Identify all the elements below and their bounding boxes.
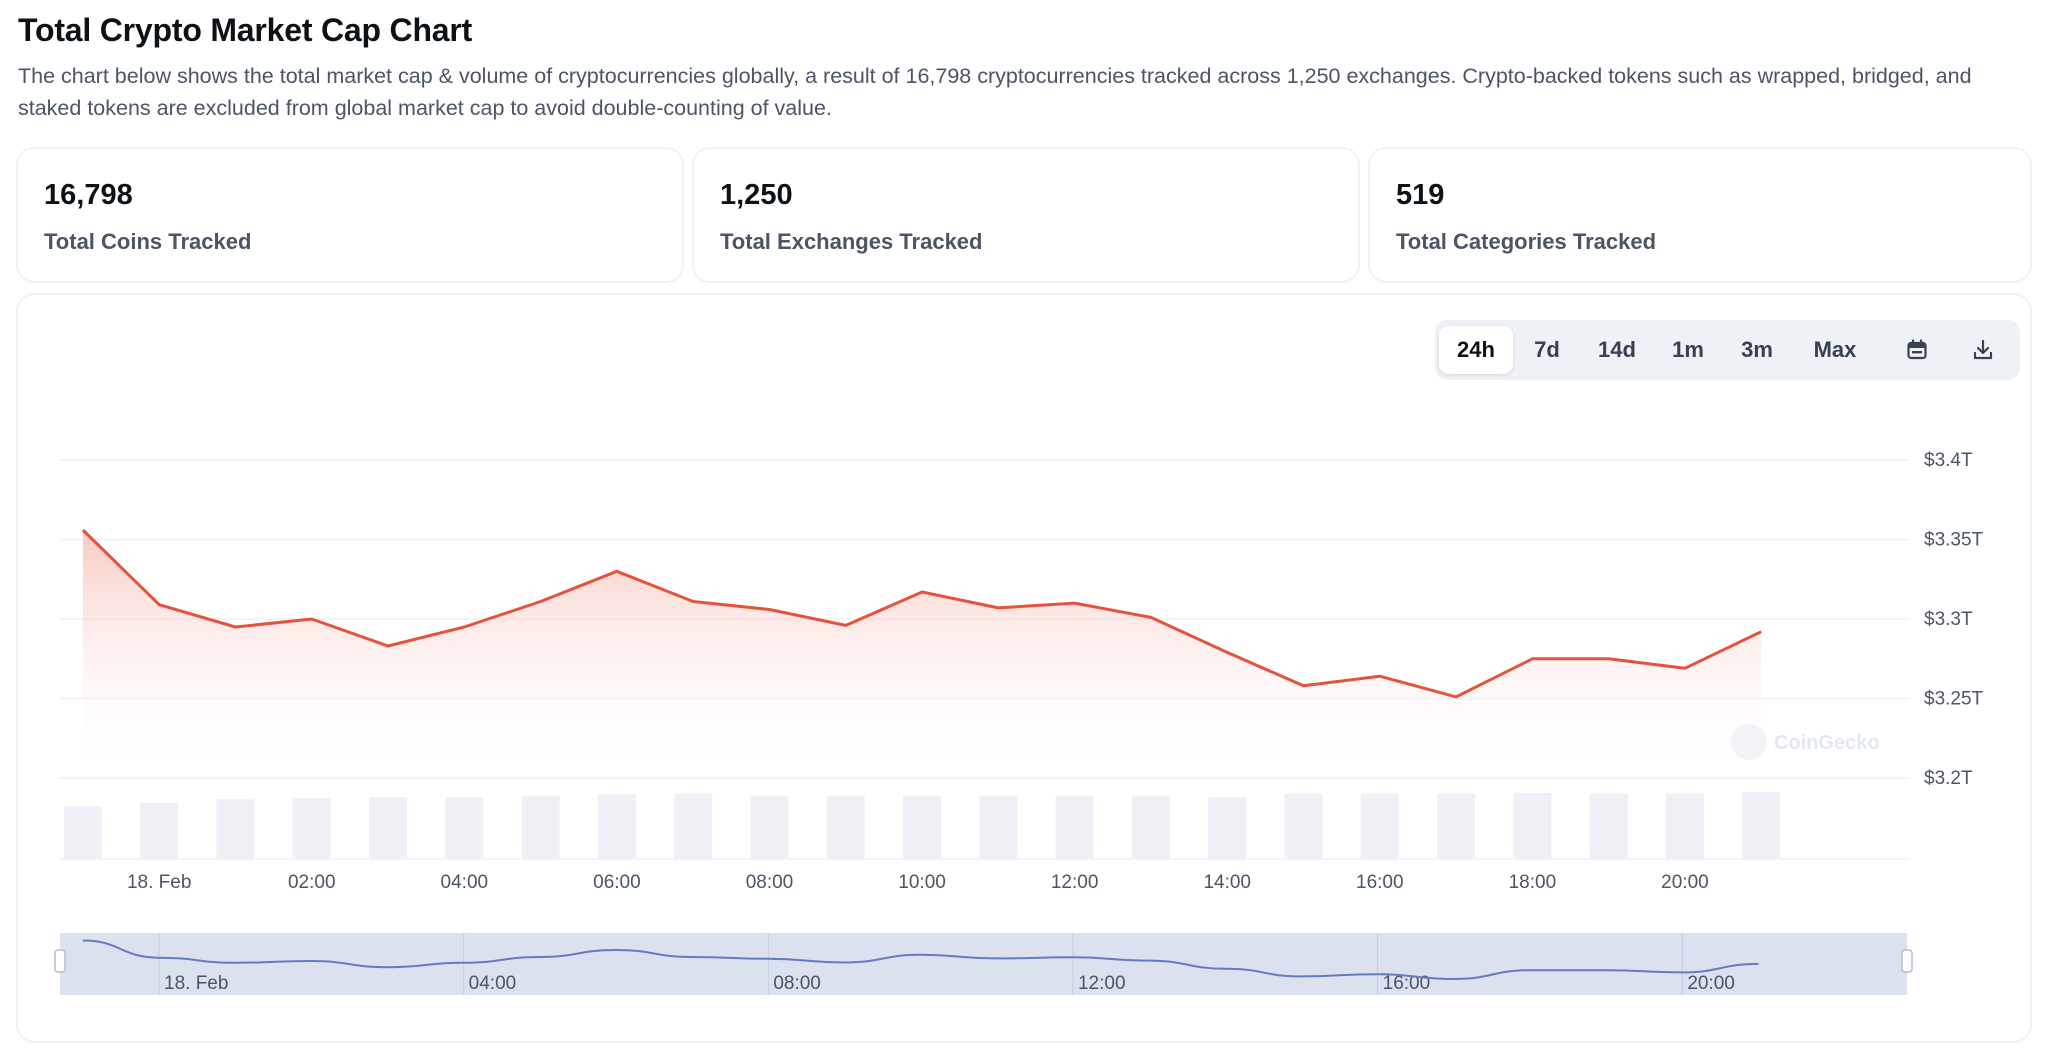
- y-tick-label: $3.3T: [1924, 609, 1973, 630]
- navigator-tick-label: 04:00: [469, 973, 517, 994]
- range-1m-button[interactable]: 1m: [1672, 337, 1704, 362]
- x-tick-label: 18. Feb: [127, 872, 191, 893]
- volume-bar: [826, 795, 865, 859]
- volume-bar: [1360, 793, 1399, 859]
- x-tick-label: 08:00: [746, 872, 794, 893]
- range-7d-button[interactable]: 7d: [1534, 337, 1560, 362]
- range-3m-button[interactable]: 3m: [1741, 337, 1773, 362]
- volume-bar: [521, 795, 560, 859]
- navigator-tick-label: 20:00: [1687, 973, 1735, 994]
- x-tick-label: 12:00: [1051, 872, 1099, 893]
- navigator-tick-label: 08:00: [773, 973, 821, 994]
- stat-label: Total Categories Tracked: [1396, 229, 1657, 254]
- navigator-line: [82, 939, 1759, 981]
- volume-bar: [140, 802, 179, 859]
- watermark-logo: CoinGecko: [1731, 724, 1880, 760]
- x-tick-label: 16:00: [1356, 872, 1404, 893]
- page-title: Total Crypto Market Cap Chart: [18, 12, 473, 48]
- volume-bar: [63, 806, 102, 859]
- volume-bar: [597, 794, 636, 859]
- y-tick-label: $3.25T: [1924, 689, 1984, 710]
- volume-bar: [979, 795, 1018, 859]
- navigator-left-handle[interactable]: [54, 949, 66, 973]
- volume-bar: [674, 793, 713, 859]
- range-24h-button[interactable]: 24h: [1439, 326, 1513, 374]
- volume-bar: [1131, 795, 1170, 859]
- volume-bar: [1055, 795, 1094, 859]
- stat-value: 1,250: [720, 179, 793, 211]
- volume-bar: [1208, 797, 1247, 859]
- volume-bar: [1589, 793, 1628, 859]
- volume-bar: [1665, 793, 1704, 859]
- navigator-tick-label: 12:00: [1078, 973, 1126, 994]
- stat-label: Total Coins Tracked: [44, 229, 252, 254]
- x-tick-label: 10:00: [898, 872, 946, 893]
- range-14d-button[interactable]: 14d: [1598, 337, 1636, 362]
- navigator-tick-label: 16:00: [1383, 973, 1431, 994]
- y-tick-label: $3.35T: [1924, 530, 1984, 551]
- y-tick-label: $3.4T: [1924, 450, 1973, 471]
- x-tick-label: 04:00: [441, 872, 489, 893]
- market-cap-area: [82, 530, 1762, 778]
- volume-bar: [1437, 793, 1476, 859]
- volume-bar: [292, 797, 331, 859]
- download-button[interactable]: [1957, 326, 2009, 374]
- watermark-text: CoinGecko: [1774, 732, 1880, 754]
- time-range-selector: 24h 7d 14d 1m 3m Max: [1435, 320, 2020, 380]
- download-icon: [1973, 339, 1993, 360]
- volume-bar: [1284, 793, 1323, 859]
- volume-bar: [445, 797, 484, 859]
- navigator-range: [60, 933, 1907, 995]
- stat-value: 519: [1396, 179, 1445, 211]
- calendar-icon: [1907, 339, 1927, 360]
- x-tick-label: 18:00: [1509, 872, 1557, 893]
- navigator-tick-label: 18. Feb: [164, 973, 228, 994]
- market-cap-line: [81, 528, 1762, 699]
- y-tick-label: $3.2T: [1924, 768, 1973, 789]
- range-max-button[interactable]: Max: [1813, 337, 1857, 362]
- stat-label: Total Exchanges Tracked: [720, 229, 983, 254]
- stat-card-coins: 16,798 Total Coins Tracked: [16, 147, 684, 283]
- volume-bar: [750, 795, 789, 859]
- navigator-right-handle[interactable]: [1901, 949, 1913, 973]
- stat-card-categories: 519 Total Categories Tracked: [1368, 147, 2032, 283]
- volume-bar: [216, 799, 255, 859]
- x-tick-label: 06:00: [593, 872, 641, 893]
- page-description: The chart below shows the total market c…: [18, 64, 1972, 120]
- x-tick-label: 20:00: [1661, 872, 1709, 893]
- market-cap-chart: $3.4T $3.35T $3.3T $3.25T $3.2T 18. Feb 02:00 0…: [54, 450, 1984, 995]
- x-tick-label: 02:00: [288, 872, 336, 893]
- date-picker-button[interactable]: [1891, 326, 1943, 374]
- stat-value: 16,798: [44, 179, 133, 211]
- watermark-icon: [1731, 724, 1767, 760]
- volume-bar: [1742, 792, 1781, 859]
- x-tick-label: 14:00: [1203, 872, 1251, 893]
- stat-card-exchanges: 1,250 Total Exchanges Tracked: [692, 147, 1360, 283]
- volume-bar: [1513, 792, 1552, 859]
- volume-bar: [369, 797, 408, 859]
- chart-card: $3.4T $3.35T $3.3T $3.25T $3.2T 18. Feb 02:00 0…: [16, 293, 2032, 1043]
- volume-bar: [903, 795, 942, 859]
